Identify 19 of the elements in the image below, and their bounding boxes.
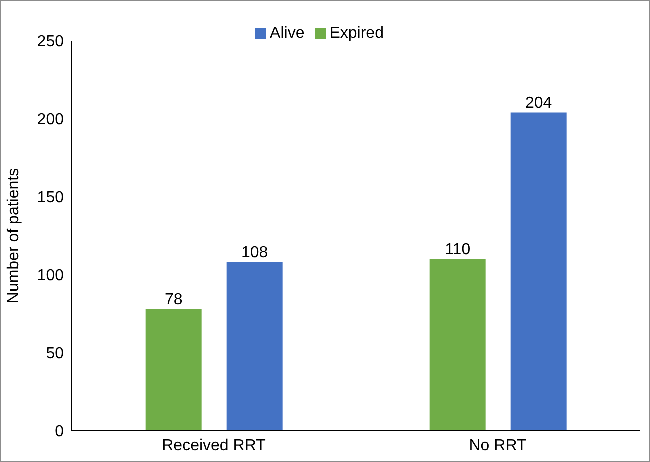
data-label: 204 — [525, 94, 552, 112]
bar — [510, 112, 567, 431]
x-tick-label: No RRT — [469, 437, 527, 454]
y-tick-label: 100 — [37, 268, 64, 285]
bar — [430, 259, 486, 431]
data-label: 108 — [241, 244, 268, 262]
legend-label: Expired — [330, 25, 384, 42]
bar — [226, 262, 283, 431]
y-tick-label: 250 — [37, 34, 64, 51]
data-label: 110 — [445, 241, 471, 258]
legend-label: Alive — [270, 25, 305, 42]
data-label: 78 — [164, 291, 183, 308]
x-tick-label: Received RRT — [162, 437, 266, 454]
y-tick-label: 200 — [37, 112, 64, 129]
y-tick-label: 0 — [55, 424, 64, 441]
y-axis-title: Number of patients — [6, 168, 23, 304]
y-tick-label: 150 — [37, 190, 64, 207]
bar — [146, 309, 202, 431]
y-tick-label: 50 — [46, 346, 64, 363]
